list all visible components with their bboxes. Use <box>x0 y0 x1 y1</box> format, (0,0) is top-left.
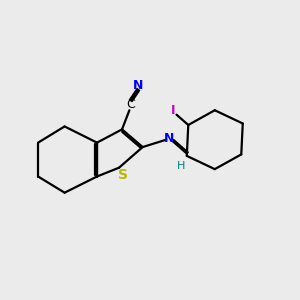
Text: S: S <box>118 168 128 182</box>
Text: N: N <box>164 132 174 145</box>
Text: H: H <box>177 161 185 171</box>
Text: I: I <box>171 104 176 117</box>
Text: N: N <box>133 79 143 92</box>
Text: C: C <box>127 98 135 111</box>
